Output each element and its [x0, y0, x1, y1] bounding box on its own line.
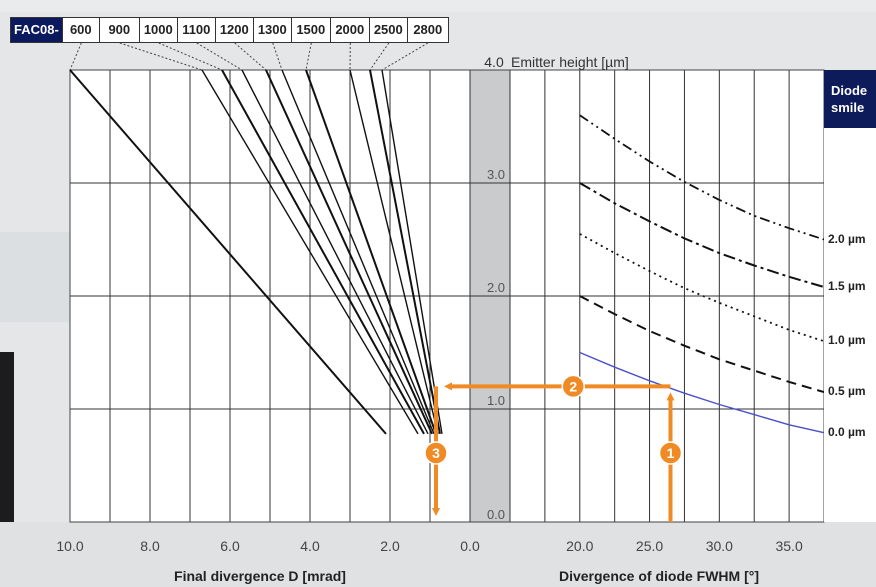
left-line-900 [201, 69, 419, 435]
left-line-2800 [381, 69, 443, 434]
step-markers: 1 2 3 [424, 374, 683, 465]
right-curve-4 [579, 351, 825, 434]
right-series-curves [579, 114, 825, 434]
left-line-1200 [265, 69, 433, 435]
left-line-600 [69, 69, 387, 435]
diode-smile-label: 1.5 µm [828, 278, 866, 293]
fac-lens-2500: 2500 [370, 18, 408, 42]
x-tick-label-right: 25.0 [636, 538, 663, 554]
step-marker-label: 1 [667, 445, 675, 461]
fac-lens-2000: 2000 [331, 18, 370, 42]
left-line-1000 [221, 69, 425, 435]
y-tick-label: 2.0 [487, 280, 505, 295]
diode-smile-label: 0.5 µm [828, 384, 866, 399]
x-tick-label-left: 6.0 [220, 538, 240, 554]
step-marker-1 [658, 441, 683, 465]
background-bottom-band [0, 522, 876, 587]
fac-lens-1500: 1500 [292, 18, 331, 42]
fac-leader-line [305, 42, 312, 71]
left-line-1300 [281, 69, 435, 435]
y-tick-label: 3.0 [487, 167, 505, 182]
right-curve-3 [579, 295, 825, 394]
background-top-band [0, 0, 876, 12]
x-tick-label-left: 4.0 [300, 538, 320, 554]
fac-leader-line [119, 42, 203, 71]
x-tick-label-left: 2.0 [380, 538, 400, 554]
diode-smile-title: Diode smile [824, 70, 876, 128]
diode-smile-label: 1.0 µm [828, 333, 866, 348]
fac-leader-line [69, 42, 82, 71]
right-curve-1 [579, 182, 825, 288]
fac-prefix-label: FAC08- [11, 18, 63, 42]
right-x-axis-label: Divergence of diode FWHM [°] [559, 568, 759, 584]
step-marker-3 [424, 441, 448, 465]
fac-lens-1300: 1300 [254, 18, 292, 42]
x-tick-label-left: 8.0 [140, 538, 160, 554]
step-marker-2 [561, 374, 585, 399]
y-tick-labels: 3.0 2.0 1.0 0.0 4.0 [484, 54, 505, 522]
diode-smile-title-line1: Diode [831, 83, 868, 98]
left-line-2500 [369, 69, 441, 435]
x-tick-label-right: 30.0 [706, 538, 733, 554]
step-marker-label: 2 [569, 378, 577, 394]
fac-lens-900: 900 [100, 18, 140, 42]
diode-smile-label: 2.0 µm [828, 231, 866, 246]
diode-smile-label: 0.0 µm [828, 424, 866, 439]
fac-leader-lines [69, 42, 429, 71]
diode-smile-panel [824, 70, 876, 522]
x-tick-label-left: 0.0 [460, 538, 480, 554]
fac-leader-line [369, 42, 390, 71]
x-tick-labels-left: 10.0 8.0 6.0 4.0 2.0 0.0 [56, 538, 480, 554]
left-line-1500 [305, 69, 437, 435]
x-tick-labels-right: 20.0 25.0 30.0 35.0 [566, 538, 803, 554]
y-tick-label: 1.0 [487, 393, 505, 408]
step-marker-label: 3 [432, 445, 440, 461]
left-line-1100 [241, 69, 429, 435]
x-tick-label-left: 10.0 [56, 538, 83, 554]
left-series-lines [69, 69, 443, 435]
y-tick-label: 0.0 [487, 507, 505, 522]
fac-lens-2800: 2800 [413, 22, 443, 37]
x-tick-label-right: 35.0 [775, 538, 802, 554]
fac-leader-line [381, 42, 429, 71]
diode-smile-title-line2: smile [831, 100, 865, 115]
x-tick-label-right: 20.0 [566, 538, 593, 554]
background-left-panel [0, 232, 70, 322]
fac-lens-600: 600 [63, 18, 100, 42]
fac-lens-1100: 1100 [178, 18, 216, 42]
fac-leader-line [196, 42, 243, 71]
right-panel-title: Emitter height [µm] [511, 54, 629, 70]
fac-leader-line [158, 42, 223, 71]
fac-lens-1200: 1200 [216, 18, 254, 42]
fac-lens-1000: 1000 [140, 18, 178, 42]
fac-lens-selector: FAC08- 600 900 1000 1100 1200 1300 1500 2000 250… [10, 17, 449, 43]
y-tick-label: 4.0 [484, 54, 504, 70]
fac-leader-line [272, 42, 283, 71]
left-x-axis-label: Final divergence D [mrad] [174, 568, 346, 584]
fac-leader-line [234, 42, 267, 71]
left-line-2000 [349, 69, 439, 435]
